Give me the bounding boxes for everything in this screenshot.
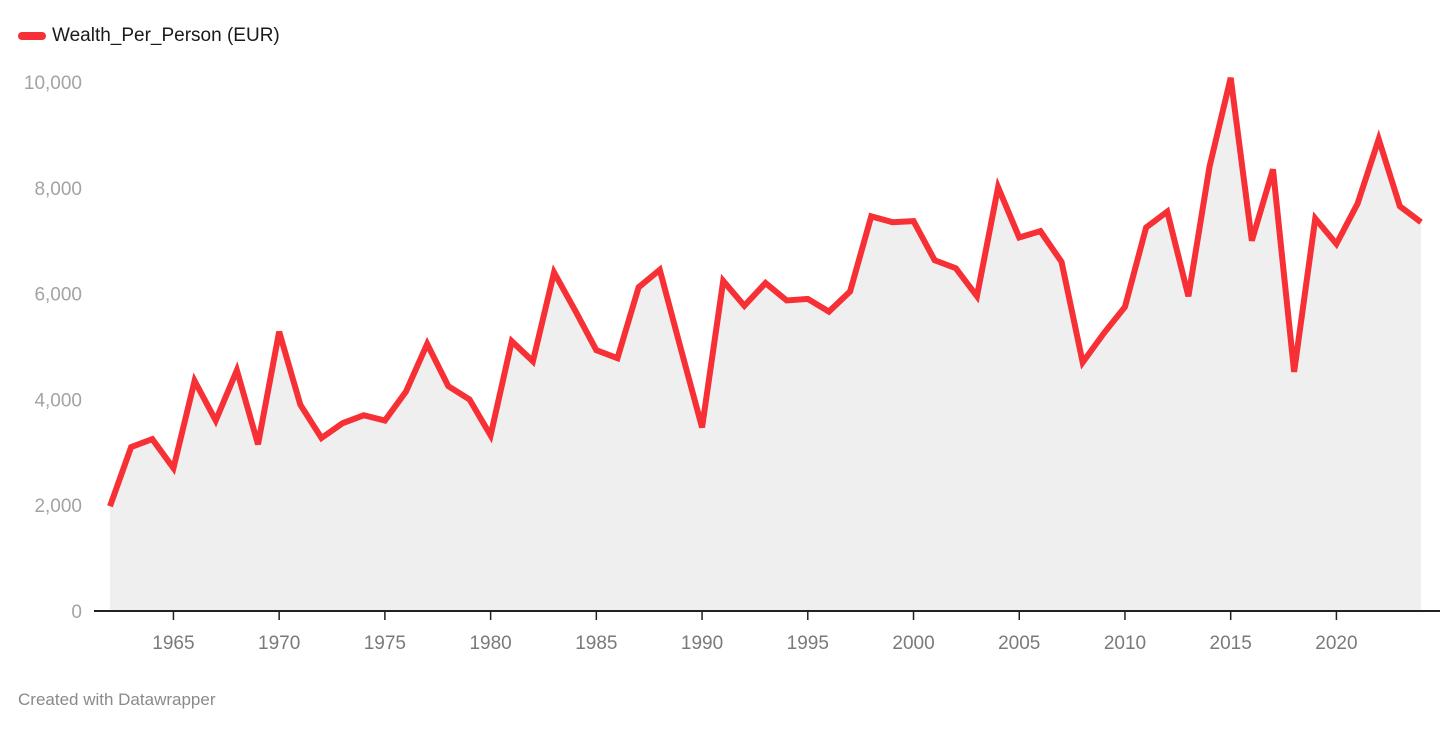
- data-point-2023: [1397, 203, 1403, 209]
- data-point-1964: [149, 436, 155, 442]
- data-point-1991: [720, 278, 726, 284]
- data-point-2013: [1185, 293, 1191, 299]
- data-point-1997: [847, 288, 853, 294]
- data-point-1987: [636, 284, 642, 290]
- y-tick-label: 4,000: [34, 390, 82, 411]
- data-point-2017: [1270, 166, 1276, 172]
- y-tick-label: 0: [71, 602, 82, 623]
- data-point-2011: [1143, 224, 1149, 230]
- data-point-1985: [593, 347, 599, 353]
- data-point-1982: [530, 358, 536, 364]
- x-tick-label: 2000: [892, 633, 934, 654]
- data-point-1975: [382, 418, 388, 424]
- data-point-2006: [1037, 228, 1043, 234]
- data-point-1967: [213, 418, 219, 424]
- data-point-1986: [614, 355, 620, 361]
- data-point-1976: [403, 388, 409, 394]
- data-point-2005: [1016, 235, 1022, 241]
- x-tick-label: 2005: [998, 633, 1040, 654]
- x-tick-label: 2020: [1315, 633, 1357, 654]
- data-point-1999: [889, 219, 895, 225]
- data-point-2009: [1101, 330, 1107, 336]
- x-tick-label: 1980: [469, 633, 511, 654]
- legend-swatch: [18, 32, 46, 40]
- data-point-2020: [1333, 241, 1339, 247]
- data-point-1970: [276, 329, 282, 335]
- data-point-1968: [234, 367, 240, 373]
- x-tick-label: 1965: [152, 633, 194, 654]
- credit-text: Created with Datawrapper: [18, 690, 216, 709]
- data-point-2022: [1376, 136, 1382, 142]
- x-tick-label: 1970: [258, 633, 300, 654]
- data-point-1988: [657, 267, 663, 273]
- data-point-2015: [1228, 75, 1234, 81]
- data-point-1994: [784, 297, 790, 303]
- data-point-1963: [128, 444, 134, 450]
- data-point-1992: [741, 303, 747, 309]
- data-point-2014: [1207, 164, 1213, 170]
- y-axis-ticks: 0 2,000 4,000 6,000 8,000 10,000: [24, 73, 82, 623]
- data-point-1996: [826, 309, 832, 315]
- data-point-2021: [1355, 201, 1361, 207]
- line-layer: [107, 77, 1423, 508]
- data-point-1980: [488, 432, 494, 438]
- data-point-1979: [466, 396, 472, 402]
- series-line: [107, 77, 1423, 508]
- data-point-1972: [318, 435, 324, 441]
- data-point-1965: [170, 465, 176, 471]
- data-point-2002: [953, 265, 959, 271]
- data-point-1998: [868, 213, 874, 219]
- y-tick-label: 10,000: [24, 73, 82, 94]
- data-point-2016: [1249, 238, 1255, 244]
- y-tick-label: 2,000: [34, 496, 82, 517]
- data-point-1993: [763, 280, 769, 286]
- x-tick-label: 1975: [364, 633, 406, 654]
- data-point-1973: [340, 420, 346, 426]
- x-tick-label: 1990: [681, 633, 723, 654]
- data-point-1971: [297, 402, 303, 408]
- data-point-2010: [1122, 304, 1128, 310]
- data-point-1990: [699, 424, 705, 430]
- data-point-2008: [1080, 359, 1086, 365]
- legend-label: Wealth_Per_Person (EUR): [52, 25, 280, 46]
- data-point-1978: [445, 383, 451, 389]
- y-tick-label: 6,000: [34, 285, 82, 306]
- area-layer: [110, 77, 1421, 611]
- data-point-1984: [572, 308, 578, 314]
- legend: Wealth_Per_Person (EUR): [18, 22, 280, 50]
- x-tick-label: 2015: [1210, 633, 1252, 654]
- data-point-2003: [974, 293, 980, 299]
- data-point-2018: [1291, 369, 1297, 375]
- data-point-2024: [1418, 219, 1424, 225]
- data-point-1962: [107, 503, 113, 509]
- data-point-1995: [805, 296, 811, 302]
- data-point-2004: [995, 184, 1001, 190]
- data-point-1989: [678, 346, 684, 352]
- x-tick-label: 1995: [787, 633, 829, 654]
- x-tick-label: 2010: [1104, 633, 1146, 654]
- data-point-2001: [932, 257, 938, 263]
- data-point-1974: [361, 412, 367, 418]
- data-point-2012: [1164, 209, 1170, 215]
- x-tick-label: 1985: [575, 633, 617, 654]
- data-point-1983: [551, 269, 557, 275]
- data-point-2007: [1059, 259, 1065, 265]
- data-point-2000: [911, 218, 917, 224]
- data-point-2019: [1312, 215, 1318, 221]
- data-point-1969: [255, 441, 261, 447]
- data-point-1966: [192, 378, 198, 384]
- data-point-1981: [509, 338, 515, 344]
- series-area: [110, 77, 1421, 611]
- y-tick-label: 8,000: [34, 179, 82, 200]
- data-point-1977: [424, 341, 430, 347]
- x-axis-ticks: 1965 1970 1975 1980 1985 1990 1995 2000 2005 2010…: [152, 611, 1358, 654]
